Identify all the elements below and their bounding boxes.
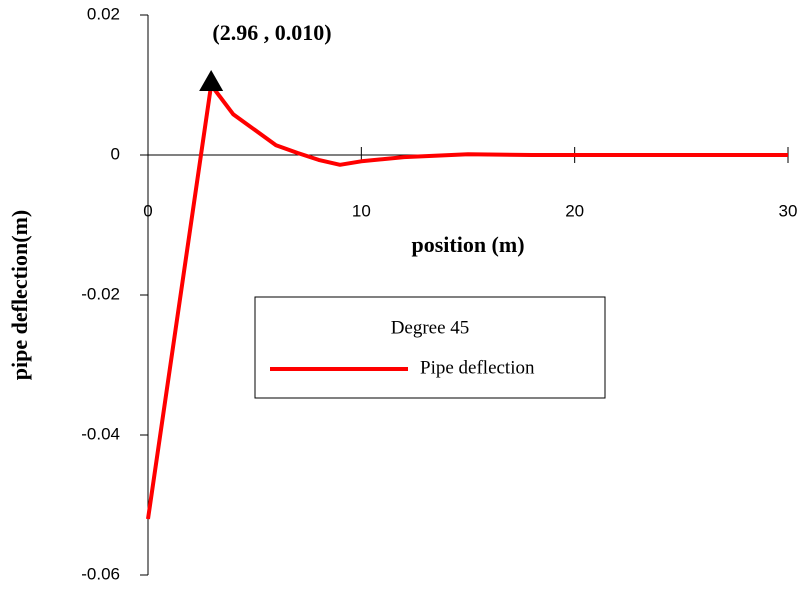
legend-label: Pipe deflection [420,357,535,378]
x-tick-label: 20 [565,201,584,220]
x-tick-label: 0 [143,201,152,220]
y-tick-label: -0.04 [81,424,120,443]
y-tick-label: 0.02 [87,4,120,23]
annotation: (2.96 , 0.010) [212,20,331,45]
y-tick-label: -0.02 [81,284,120,303]
legend-box [254,296,606,399]
x-tick-label: 30 [779,201,798,220]
y-tick-label: 0 [111,144,120,163]
x-axis-label: position (m) [411,232,524,257]
y-tick-label: -0.06 [81,564,120,583]
x-tick-label: 10 [352,201,371,220]
data-line [146,83,788,520]
y-axis-label: pipe deflection(m) [7,210,32,380]
legend-title: Degree 45 [391,317,470,338]
peak-marker [199,70,224,91]
